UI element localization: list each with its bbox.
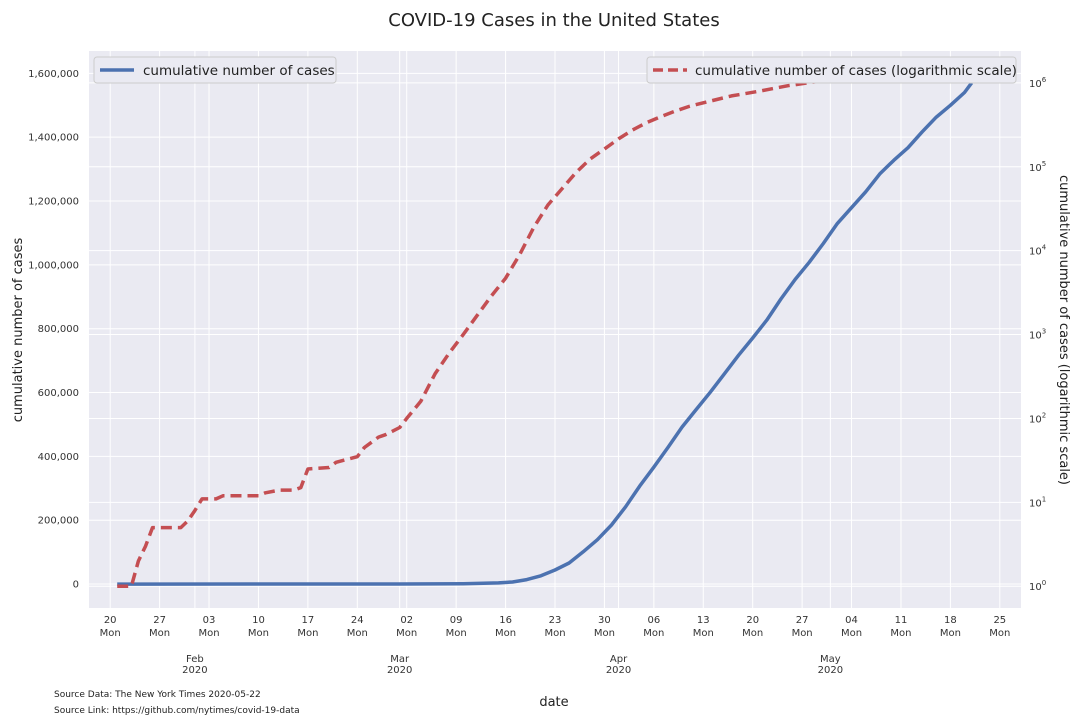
x-tick-month: May: [820, 654, 841, 665]
x-tick-day: 24: [351, 615, 364, 626]
x-tick-weekday: Mon: [594, 628, 615, 639]
source-link-note: Source Link: https://github.com/nytimes/…: [54, 706, 300, 716]
x-tick-day: 03: [203, 615, 216, 626]
x-tick-weekday: Mon: [149, 628, 170, 639]
x-tick-day: 10: [252, 615, 265, 626]
y-right-tick-label: 104: [1029, 244, 1047, 258]
series-lines: [117, 64, 974, 588]
y-tick-label: 800,000: [38, 324, 79, 335]
x-tick-day: 30: [598, 615, 611, 626]
x-tick-weekday: Mon: [890, 628, 911, 639]
y-right-tick-base: 10: [1029, 331, 1042, 342]
y-right-tick-base: 10: [1029, 79, 1042, 90]
x-tick-weekday: Mon: [396, 628, 417, 639]
x-tick-weekday: Mon: [792, 628, 813, 639]
x-tick-weekday: Mon: [643, 628, 664, 639]
series-line-log: [117, 64, 972, 588]
legend-left: cumulative number of cases: [93, 56, 337, 84]
x-tick-day: 25: [993, 615, 1006, 626]
y-tick-label: 1,600,000: [28, 69, 79, 80]
x-tick-weekday: Mon: [989, 628, 1010, 639]
x-tick-year: 2020: [387, 665, 412, 676]
x-tick-day: 18: [944, 615, 957, 626]
x-tick-weekday: Mon: [693, 628, 714, 639]
y-right-tick-base: 10: [1029, 414, 1042, 425]
legend-left-box: [93, 56, 337, 84]
y-right-tick-exponent: 1: [1042, 495, 1046, 503]
y-axis-left-label: cumulative number of cases: [11, 237, 26, 422]
x-tick-weekday: Mon: [100, 628, 121, 639]
x-tick-day: 20: [104, 615, 117, 626]
x-tick-day: 02: [400, 615, 413, 626]
x-tick-weekday: Mon: [544, 628, 565, 639]
x-tick-weekday: Mon: [297, 628, 318, 639]
y-right-tick-base: 10: [1029, 582, 1042, 593]
x-tick-day: 27: [796, 615, 809, 626]
x-tick-weekday: Mon: [446, 628, 467, 639]
x-tick-weekday: Mon: [742, 628, 763, 639]
y-right-tick-label: 100: [1029, 579, 1046, 593]
y-axis-right-label: cumulative number of cases (logarithmic …: [1056, 175, 1071, 485]
y-tick-label: 0: [73, 580, 79, 591]
y-right-tick-exponent: 3: [1042, 328, 1046, 336]
y-right-tick-exponent: 4: [1042, 244, 1047, 252]
y-right-tick-label: 105: [1029, 160, 1046, 174]
x-tick-day: 17: [302, 615, 315, 626]
y-right-tick-base: 10: [1029, 247, 1042, 258]
y-tick-label: 200,000: [38, 516, 79, 527]
x-tick-year: 2020: [182, 665, 207, 676]
chart-title: COVID-19 Cases in the United States: [388, 10, 719, 31]
x-tick-day: 11: [895, 615, 908, 626]
y-right-tick-exponent: 5: [1042, 160, 1046, 168]
x-tick-day: 06: [647, 615, 660, 626]
legend-right-label: cumulative number of cases (logarithmic …: [695, 63, 1017, 79]
legend-right-box: [646, 56, 1017, 84]
y-right-tick-exponent: 6: [1042, 76, 1047, 84]
x-axis-label: date: [539, 695, 568, 710]
y-right-tick-exponent: 0: [1042, 579, 1046, 587]
x-tick-weekday: Mon: [248, 628, 269, 639]
x-tick-day: 23: [549, 615, 562, 626]
y-tick-label: 1,000,000: [28, 260, 79, 271]
legend-left-label: cumulative number of cases: [143, 63, 335, 79]
series-line-linear: [117, 81, 974, 586]
x-tick-weekday: Mon: [841, 628, 862, 639]
x-tick-day: 16: [499, 615, 512, 626]
source-data-note: Source Data: The New York Times 2020-05-…: [54, 690, 261, 700]
y-right-tick-label: 106: [1029, 76, 1047, 90]
x-tick-month: Mar: [390, 654, 410, 665]
y-tick-label: 400,000: [38, 452, 79, 463]
y-right-tick-base: 10: [1029, 498, 1042, 509]
y-right-tick-label: 103: [1029, 328, 1046, 342]
y-tick-label: 1,200,000: [28, 197, 79, 208]
y-right-tick-base: 10: [1029, 163, 1042, 174]
x-tick-month: Apr: [610, 654, 628, 665]
x-tick-weekday: Mon: [495, 628, 516, 639]
y-tick-label: 1,400,000: [28, 133, 79, 144]
x-tick-year: 2020: [818, 665, 843, 676]
x-tick-weekday: Mon: [347, 628, 368, 639]
x-tick-weekday: Mon: [198, 628, 219, 639]
x-tick-day: 13: [697, 615, 710, 626]
tick-labels: 0 200,000 400,000 600,000 800,000 1,000,000 1,…: [28, 69, 1047, 676]
x-tick-day: 27: [153, 615, 166, 626]
y-right-tick-label: 101: [1029, 495, 1046, 509]
y-tick-label: 600,000: [38, 388, 79, 399]
x-tick-day: 04: [845, 615, 858, 626]
y-right-tick-label: 102: [1029, 411, 1046, 425]
x-tick-year: 2020: [606, 665, 631, 676]
x-tick-weekday: Mon: [940, 628, 961, 639]
x-tick-month: Feb: [186, 654, 204, 665]
x-tick-day: 20: [746, 615, 759, 626]
legend-right: cumulative number of cases (logarithmic …: [646, 56, 1017, 84]
x-tick-day: 09: [450, 615, 463, 626]
y-right-tick-exponent: 2: [1042, 411, 1046, 419]
